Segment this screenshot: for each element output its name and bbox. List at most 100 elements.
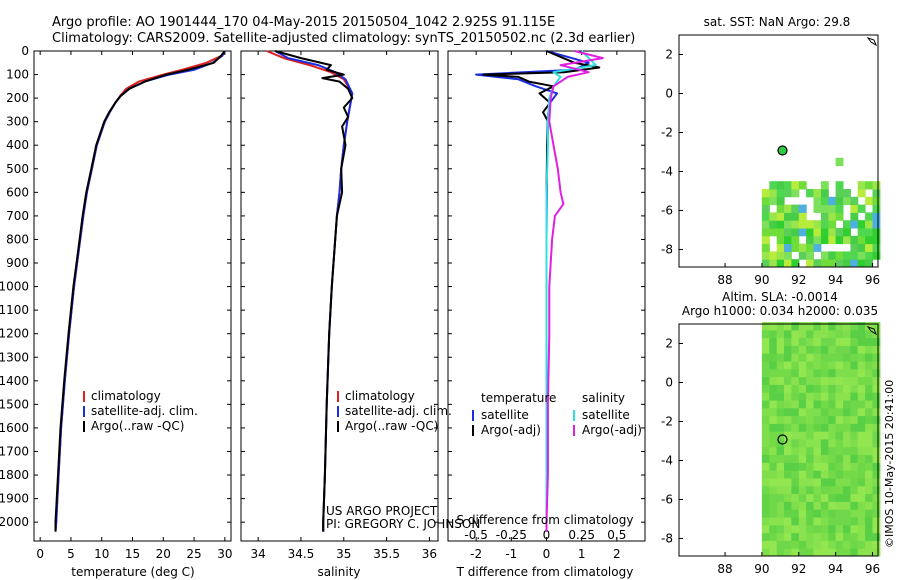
map-cell	[813, 204, 822, 213]
map-cell	[857, 431, 866, 440]
map-cell	[761, 493, 770, 502]
map-cell	[865, 493, 873, 502]
map-cell	[872, 400, 881, 409]
map-x-tick-label: 90	[754, 273, 769, 287]
map-cell	[776, 470, 785, 479]
map-cell	[761, 329, 770, 339]
map-cell	[850, 196, 859, 206]
map-cell	[806, 439, 814, 448]
depth-tick-label: 1500	[0, 397, 29, 411]
map-cell	[798, 392, 807, 401]
map-cell	[761, 400, 770, 409]
map-cell	[784, 337, 792, 346]
sst-map-panel: sat. SST: NaN Argo: 29.8 88 90 92 94 96 2 0 -2 -…	[661, 15, 881, 287]
figure-title-line2: Climatology: CARS2009. Satellite-adjuste…	[52, 31, 635, 46]
legend-label: Argo(..raw -QC)	[345, 419, 438, 433]
map-cell	[857, 251, 866, 260]
map-cell	[828, 532, 837, 541]
map-cell	[806, 540, 814, 549]
map-cell	[798, 532, 807, 541]
map-cell	[791, 392, 800, 401]
difference-xlabel-S: S difference from climatology	[457, 513, 634, 527]
map-cell	[776, 454, 785, 463]
map-cell	[784, 384, 792, 393]
map-cell	[791, 439, 800, 448]
map-cell	[776, 423, 785, 432]
map-cell	[843, 189, 851, 198]
map-cell	[828, 384, 837, 393]
map-cell	[776, 220, 785, 229]
map-cell	[828, 361, 837, 370]
map-cell	[806, 235, 814, 245]
map-cell	[820, 478, 829, 487]
map-cell	[872, 353, 881, 362]
map-cell	[798, 345, 807, 354]
map-x-tick-label: 96	[865, 562, 880, 576]
map-cell	[835, 392, 844, 401]
map-cell	[835, 196, 844, 206]
map-cell	[820, 337, 829, 346]
map-cell	[850, 361, 859, 370]
map-cell	[865, 392, 873, 401]
map-cell	[835, 540, 844, 549]
map-cell	[857, 415, 866, 424]
depth-tick-label: 500	[6, 162, 29, 176]
map-cell	[828, 493, 837, 502]
map-cell	[828, 392, 837, 401]
series-line-satellite-adj-clim-	[274, 50, 354, 532]
map-cell	[776, 345, 785, 354]
temperature-axes-frame	[33, 50, 232, 542]
map-cell	[776, 361, 785, 370]
map-cell	[865, 462, 873, 471]
map-cell	[857, 423, 866, 432]
map-cell	[784, 485, 792, 495]
map-cell	[865, 220, 873, 229]
map-cell	[813, 345, 822, 354]
depth-tick-label: 1200	[0, 327, 29, 341]
map-cell	[776, 235, 785, 245]
map-cell	[776, 329, 785, 339]
map-cell	[828, 228, 837, 237]
map-cell	[857, 220, 866, 229]
map-cell	[828, 407, 837, 417]
map-cell	[769, 517, 778, 526]
map-cell	[776, 212, 785, 221]
map-cell	[776, 462, 785, 471]
map-cell	[813, 478, 822, 487]
map-cell	[872, 181, 881, 190]
map-cell	[798, 251, 807, 260]
depth-tick-label: 1300	[0, 350, 29, 364]
map-cell	[820, 189, 829, 198]
map-cell	[761, 212, 770, 221]
map-cell	[791, 181, 800, 190]
map-cell	[820, 196, 829, 206]
map-cell	[769, 540, 778, 549]
map-cell	[761, 540, 770, 549]
map-cell	[843, 493, 851, 502]
map-cell	[850, 212, 859, 221]
depth-tick-label: 0	[21, 44, 29, 58]
map-cell	[791, 228, 800, 237]
map-cell	[872, 345, 881, 354]
map-cell	[865, 407, 873, 417]
map-cell	[857, 368, 866, 378]
map-cell	[835, 446, 844, 456]
map-cell	[784, 532, 792, 541]
map-cell	[791, 337, 800, 346]
x-tick-label: 36	[422, 547, 437, 561]
map-cell	[769, 361, 778, 370]
map-cell	[828, 415, 837, 424]
map-cell	[850, 407, 859, 417]
map-cell	[872, 548, 881, 557]
map-cell	[857, 439, 866, 448]
map-cell	[776, 376, 785, 385]
map-cell	[828, 345, 837, 354]
map-cell	[872, 439, 881, 448]
map-y-tick-label: -8	[661, 242, 673, 256]
x-tick-label: 0	[36, 547, 44, 561]
map-cell	[791, 243, 800, 252]
map-cell	[784, 243, 792, 252]
map-cell	[820, 353, 829, 362]
map-cell	[769, 392, 778, 401]
map-cell	[850, 384, 859, 393]
